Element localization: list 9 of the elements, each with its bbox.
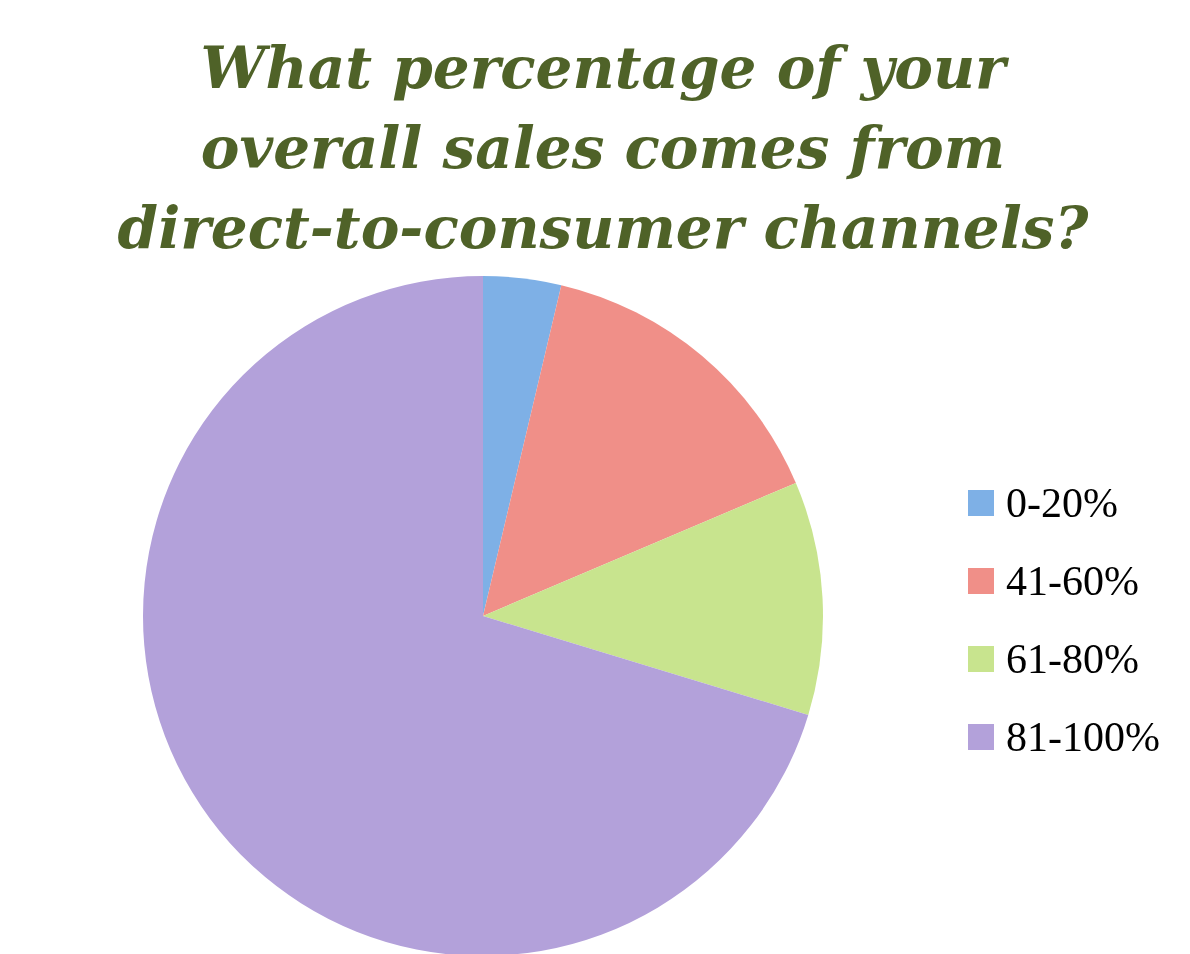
pie-slice [143, 276, 809, 954]
legend-label: 0-20% [1006, 480, 1118, 526]
legend-label: 61-80% [1006, 636, 1139, 682]
pie-slice [483, 285, 796, 616]
legend-label: 81-100% [1006, 714, 1160, 760]
pie-slice [483, 482, 823, 715]
pie-slice [483, 276, 562, 616]
legend-label: 41-60% [1006, 558, 1139, 604]
chart-title: What percentage of your overall sales comes from direct-to-consumer channels? [117, 34, 1090, 262]
